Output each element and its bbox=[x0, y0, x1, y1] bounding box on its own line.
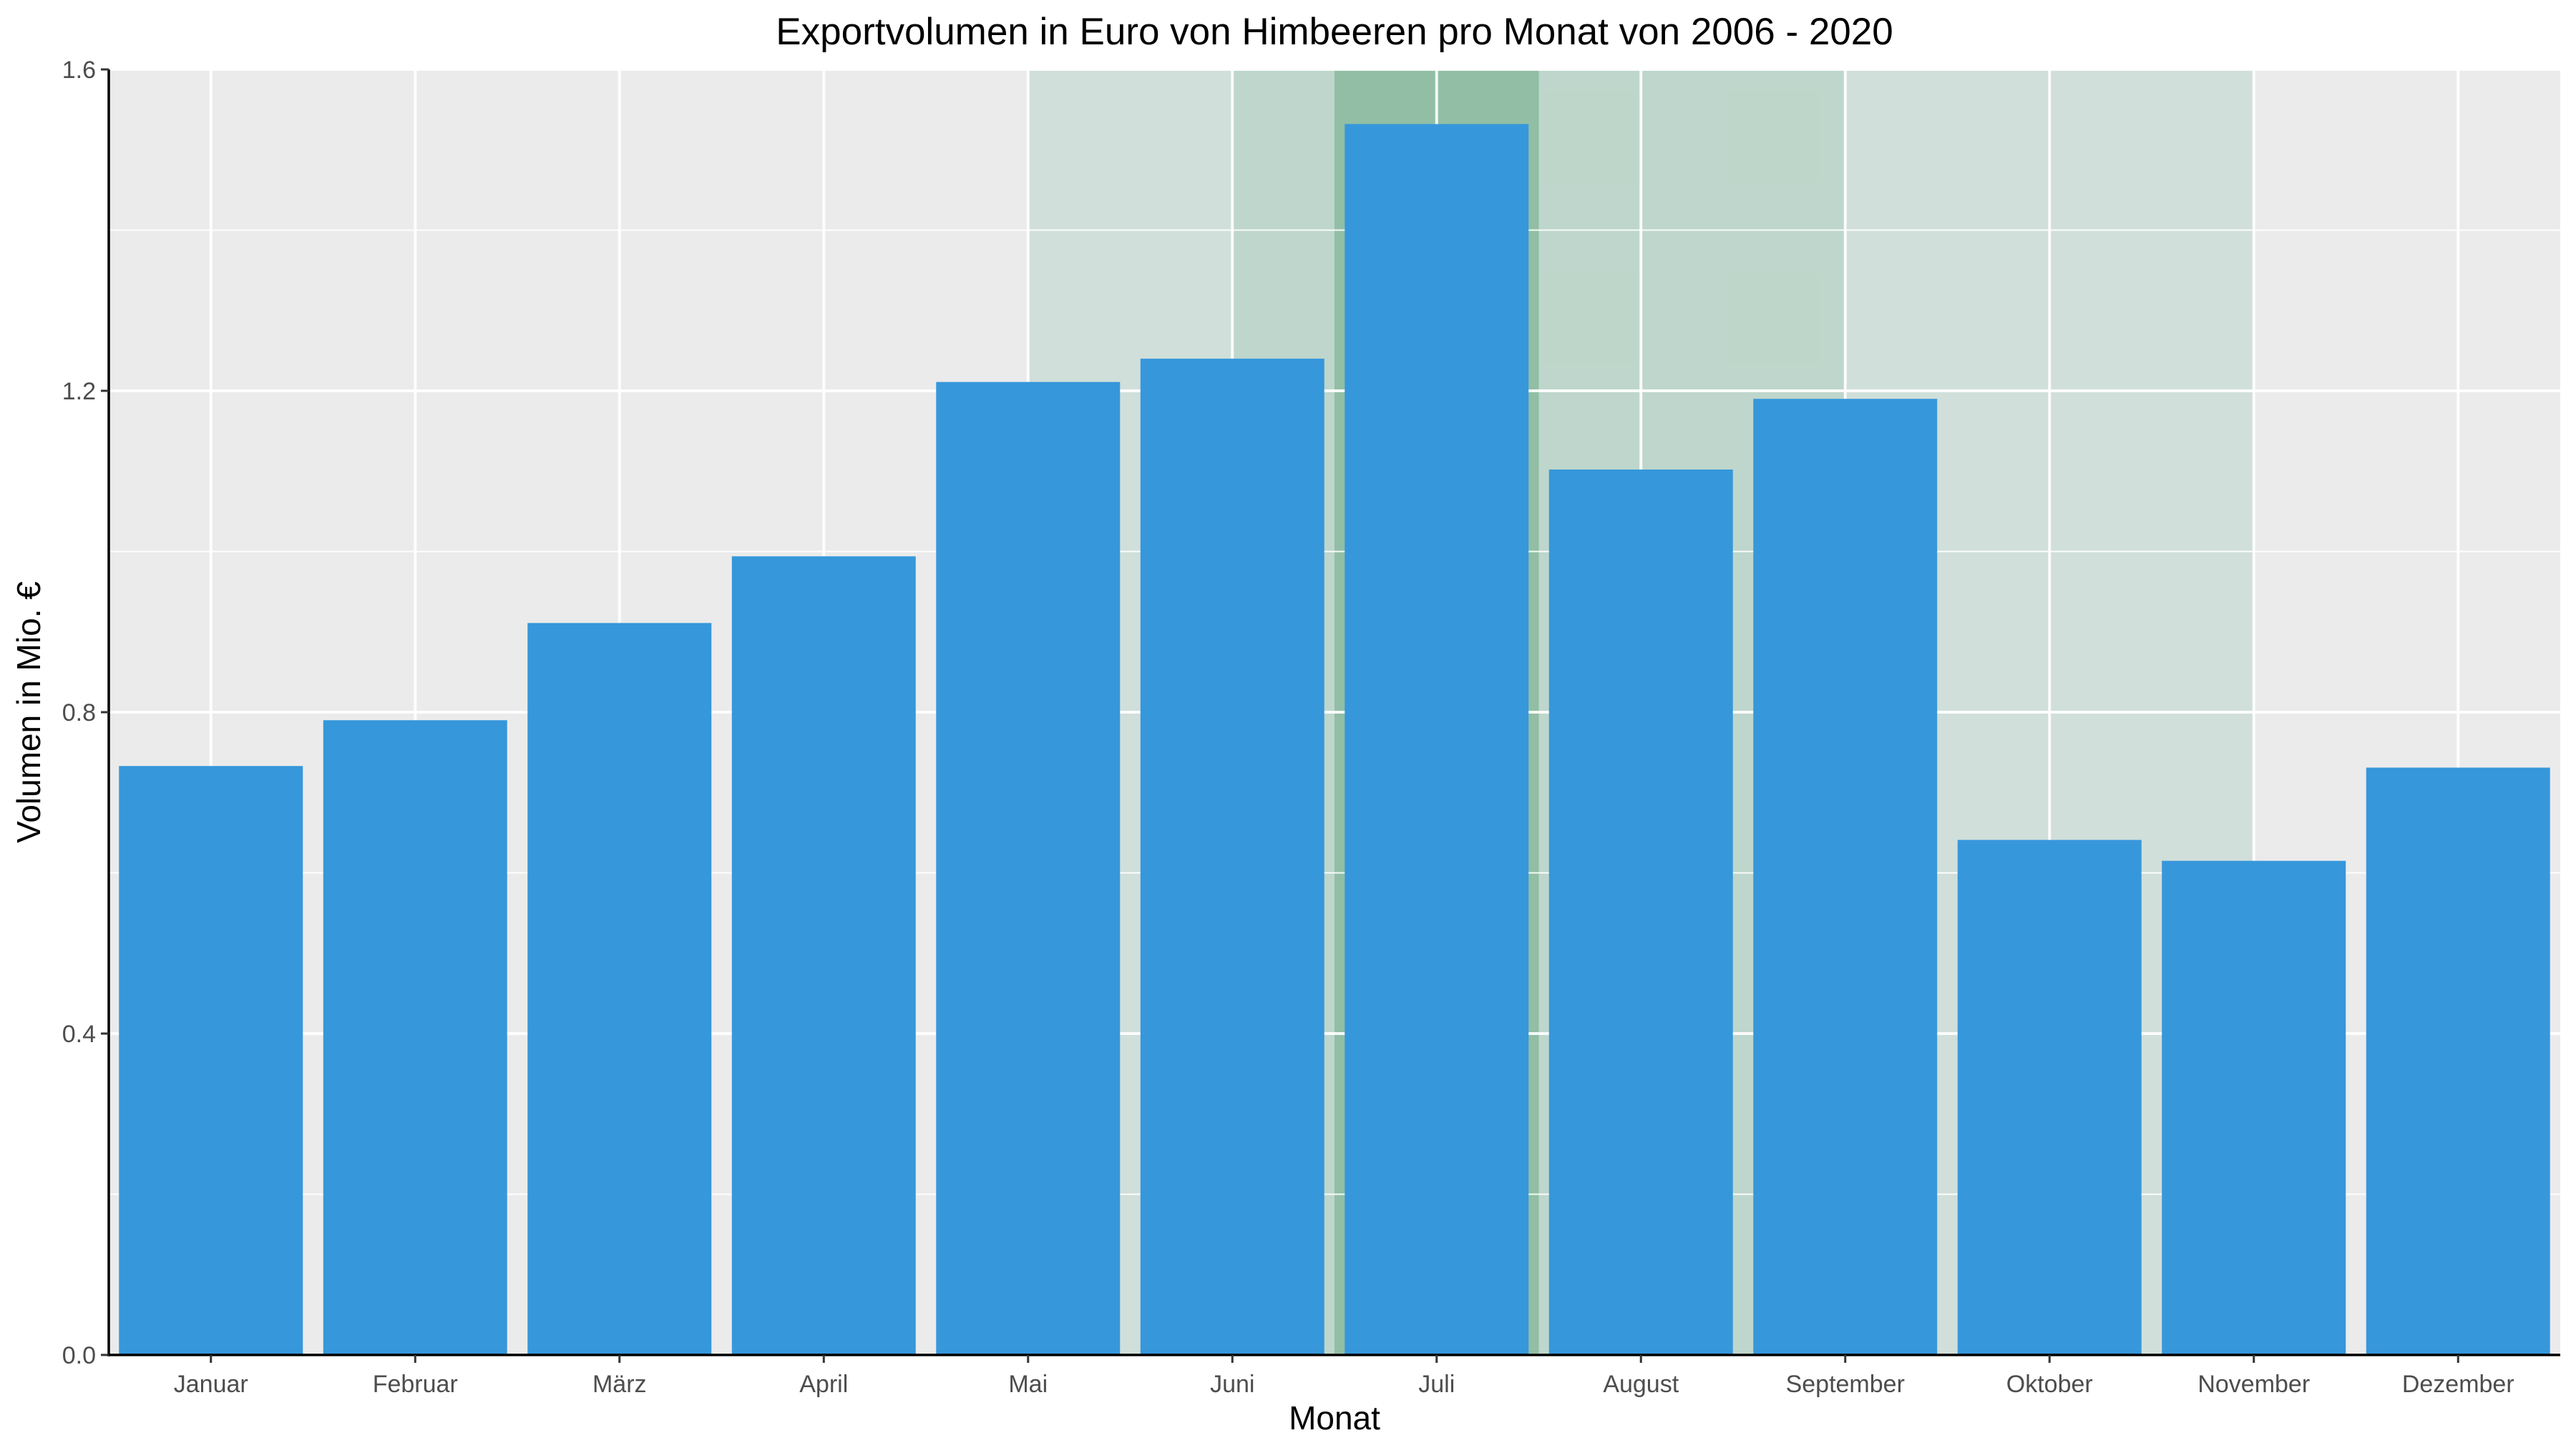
y-axis-title: Volumen in Mio. € bbox=[10, 581, 47, 843]
x-tick-label: Februar bbox=[373, 1371, 458, 1398]
bar-4 bbox=[936, 382, 1121, 1355]
x-tick-label: März bbox=[592, 1371, 647, 1398]
x-tick-label: August bbox=[1603, 1371, 1679, 1398]
y-tick-label: 1.2 bbox=[62, 378, 96, 405]
bar-10 bbox=[2162, 860, 2346, 1355]
bar-1 bbox=[323, 720, 507, 1355]
bar-9 bbox=[1957, 840, 2142, 1355]
bar-0 bbox=[119, 766, 303, 1355]
x-tick-label: September bbox=[1786, 1371, 1905, 1398]
x-tick-label: Oktober bbox=[2006, 1371, 2093, 1398]
y-tick-label: 0.8 bbox=[62, 699, 96, 726]
x-tick-label: Mai bbox=[1008, 1371, 1048, 1398]
y-tick-label: 0.0 bbox=[62, 1342, 96, 1369]
bar-6 bbox=[1345, 124, 1529, 1356]
bar-5 bbox=[1140, 359, 1324, 1356]
x-axis-title: Monat bbox=[1289, 1399, 1380, 1437]
bar-7 bbox=[1548, 470, 1733, 1355]
bar-3 bbox=[731, 556, 916, 1355]
y-tick-label: 0.4 bbox=[62, 1021, 96, 1048]
x-tick-label: Dezember bbox=[2402, 1371, 2514, 1398]
chart-title: Exportvolumen in Euro von Himbeeren pro … bbox=[776, 11, 1893, 53]
bars bbox=[119, 124, 2550, 1356]
x-tick-label: Januar bbox=[174, 1371, 248, 1398]
x-tick-label: Juli bbox=[1418, 1371, 1455, 1398]
x-tick-label: November bbox=[2197, 1371, 2310, 1398]
x-ticks: Januar Februar März April Mai Juni Juli August S… bbox=[174, 1355, 2514, 1398]
y-ticks: 0.0 0.4 0.8 1.2 1.6 bbox=[62, 57, 109, 1369]
bar-2 bbox=[527, 623, 712, 1355]
x-tick-label: Juni bbox=[1210, 1371, 1254, 1398]
bar-8 bbox=[1753, 399, 1938, 1355]
x-tick-label: April bbox=[799, 1371, 848, 1398]
bar-11 bbox=[2366, 767, 2550, 1355]
y-tick-label: 1.6 bbox=[62, 57, 96, 84]
